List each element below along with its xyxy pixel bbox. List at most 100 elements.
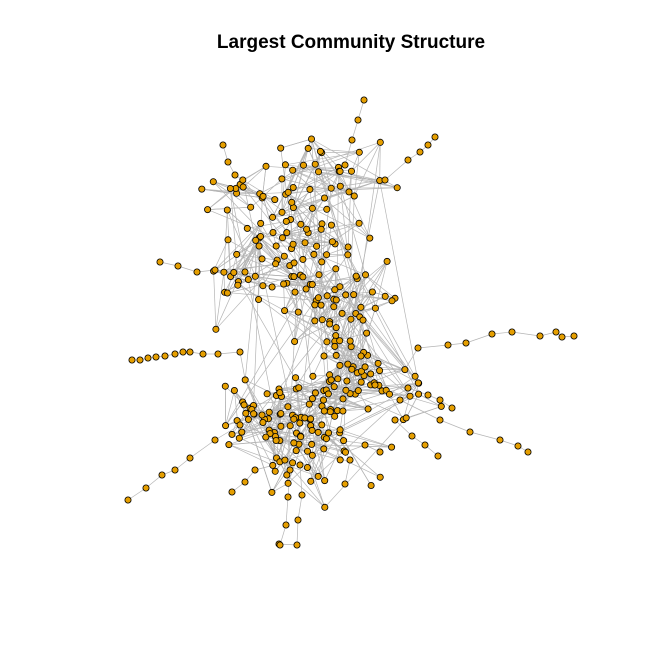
network-node: [265, 408, 273, 416]
network-node: [255, 295, 263, 303]
network-edge: [234, 390, 240, 439]
network-node: [290, 439, 298, 447]
network-node: [289, 459, 297, 467]
network-node: [376, 138, 384, 146]
network-node: [219, 141, 227, 149]
network-node: [259, 418, 267, 426]
network-node: [336, 182, 344, 190]
network-node: [354, 116, 362, 124]
network-node: [304, 144, 312, 152]
network-node: [277, 144, 285, 152]
network-node: [236, 348, 244, 356]
network-edge: [230, 188, 239, 282]
network-node: [290, 273, 298, 281]
network-node: [247, 203, 255, 211]
network-node: [326, 320, 334, 328]
network-edge: [323, 319, 364, 357]
network-node: [336, 456, 344, 464]
network-edge: [297, 494, 303, 521]
network-node: [371, 381, 379, 389]
network-edge: [315, 141, 381, 165]
network-node: [308, 451, 316, 459]
network-node: [336, 337, 344, 345]
network-node: [404, 156, 412, 164]
network-edge: [248, 382, 419, 420]
network-node: [258, 255, 266, 263]
network-node: [236, 421, 244, 429]
network-edge: [351, 142, 381, 172]
network-node: [281, 456, 289, 464]
network-node: [282, 521, 290, 529]
network-node: [536, 332, 544, 340]
network-node: [307, 415, 315, 423]
network-node: [179, 348, 187, 356]
network-edge: [308, 148, 360, 153]
network-node: [331, 412, 339, 420]
network-edge: [223, 245, 260, 273]
network-node: [343, 377, 351, 385]
network-node: [286, 422, 294, 430]
network-node: [327, 221, 335, 229]
network-node: [136, 356, 144, 364]
network-node: [367, 481, 375, 489]
network-node: [354, 387, 362, 395]
network-node: [508, 328, 516, 336]
network-node: [416, 148, 424, 156]
network-node: [142, 484, 150, 492]
network-edge: [292, 228, 322, 245]
network-edge: [272, 232, 335, 307]
network-edge: [262, 263, 276, 286]
network-node: [341, 161, 349, 169]
network-node: [259, 282, 267, 290]
network-node: [462, 339, 470, 347]
network-edge: [236, 240, 256, 255]
network-node: [383, 257, 391, 265]
network-edge: [286, 474, 326, 508]
network-edge: [404, 347, 419, 370]
network-node: [307, 135, 315, 143]
network-node: [301, 414, 309, 422]
network-node: [514, 442, 522, 450]
network-node: [316, 147, 324, 155]
network-node: [295, 384, 303, 392]
network-node: [243, 224, 251, 232]
network-node: [396, 396, 404, 404]
network-node: [198, 185, 206, 193]
network-node: [221, 382, 229, 390]
network-node: [299, 255, 307, 263]
network-node: [404, 384, 412, 392]
network-node: [224, 158, 232, 166]
network-node: [558, 333, 566, 341]
network-node: [352, 272, 360, 280]
network-node: [414, 344, 422, 352]
network-node: [336, 283, 344, 291]
network-node: [291, 288, 299, 296]
network-node: [320, 445, 328, 453]
network-node: [444, 341, 452, 349]
network-edge: [318, 171, 398, 189]
network-node: [171, 350, 179, 358]
network-node: [367, 370, 375, 378]
network-node: [344, 243, 352, 251]
network-node: [319, 396, 327, 404]
network-edge: [314, 261, 388, 322]
network-node: [327, 184, 335, 192]
network-node: [411, 372, 419, 380]
network-node: [239, 176, 247, 184]
network-node: [271, 467, 279, 475]
network-edge: [299, 464, 303, 496]
network-node: [303, 463, 311, 471]
network-node: [357, 352, 365, 360]
network-node: [262, 162, 270, 170]
network-node: [339, 395, 347, 403]
network-node: [466, 428, 474, 436]
network-node: [350, 291, 358, 299]
network-node: [344, 251, 352, 259]
network-node: [234, 281, 242, 289]
network-edge: [242, 179, 275, 200]
network-node: [308, 204, 316, 212]
plot-title: Largest Community Structure: [217, 32, 485, 53]
network-node: [222, 422, 230, 430]
network-node: [336, 361, 344, 369]
